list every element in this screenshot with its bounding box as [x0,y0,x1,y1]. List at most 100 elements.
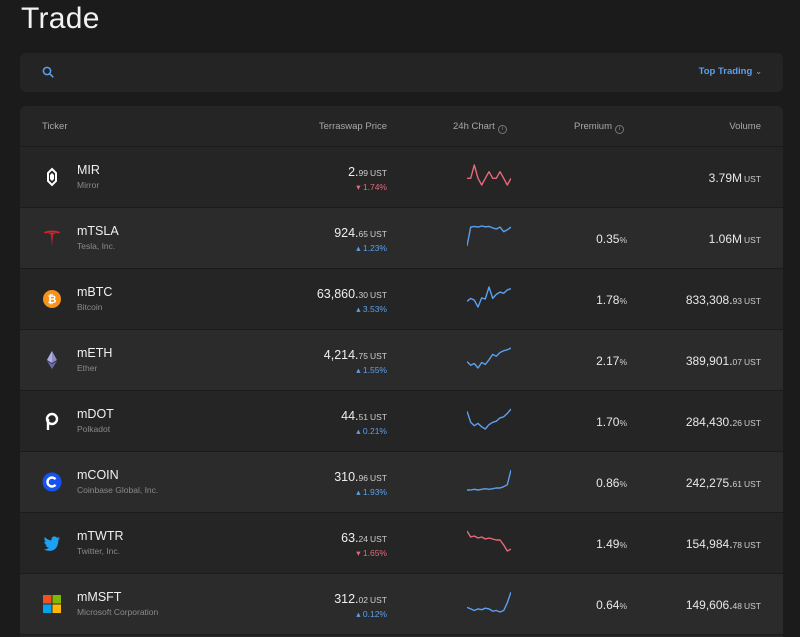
price-unit: UST [370,595,387,605]
sparkline-path [467,530,511,552]
table-row[interactable]: MIR Mirror 2.99 UST ▾ 1.74% 3.79M UST [20,147,783,208]
sparkline-path [467,286,511,308]
price-unit: UST [370,168,387,178]
price-unit: UST [370,351,387,361]
volume-dec: 93 [732,296,742,306]
volume-unit: UST [744,357,761,367]
price-int: 924. [334,226,359,240]
volume-unit: UST [744,174,761,184]
header-price[interactable]: Terraswap Price [318,121,387,132]
premium-int: 1.49 [596,537,620,551]
price-value: 924.65 UST [334,226,387,240]
tesla-icon [42,228,62,248]
sparkline-path [467,164,511,186]
ticker-name: Ether [77,363,98,373]
premium-pct: % [619,357,627,367]
info-icon[interactable]: i [497,125,507,134]
premium-value: 1.70% [596,415,627,429]
premium-value: 0.86% [596,476,627,490]
volume-int: 389,901. [685,354,733,368]
price-change: ▴ 0.21% [356,426,387,436]
table-row[interactable]: mCOIN Coinbase Global, Inc. 310.96 UST ▴ … [20,452,783,513]
sparkline-path [467,408,511,430]
header-ticker[interactable]: Ticker [42,121,68,132]
price-change: ▴ 3.53% [356,304,387,314]
table-row[interactable]: mETH Ether 4,214.75 UST ▴ 1.55% 2.17% 389… [20,330,783,391]
sort-dropdown-label: Top Trading [698,66,753,77]
ticker-symbol: mTSLA [77,224,119,238]
volume-dec: 78 [732,540,742,550]
header-premium[interactable]: Premium i [574,121,625,134]
price-change: ▾ 1.74% [356,182,387,192]
ticker-name: Microsoft Corporation [77,607,159,617]
search-bar[interactable]: Top Trading ⌄ [20,53,783,92]
chevron-down-icon: ⌄ [755,67,762,76]
price-dec: 96 [358,473,368,483]
table-row[interactable]: mDOT Polkadot 44.51 UST ▴ 0.21% 1.70% 284… [20,391,783,452]
sparkline-path [467,591,511,613]
bitcoin-icon: ₿ [42,289,62,309]
volume-dec: 61 [732,479,742,489]
premium-value: 0.35% [596,232,627,246]
sort-dropdown[interactable]: Top Trading ⌄ [699,66,762,77]
ticker-name: Twitter, Inc. [77,546,120,556]
sparkline-chart [467,530,511,552]
premium-int: 2.17 [596,354,620,368]
table-row[interactable]: mTWTR Twitter, Inc. 63.24 UST ▾ 1.65% 1.4… [20,513,783,574]
search-icon[interactable] [42,66,54,78]
header-volume[interactable]: Volume [729,121,761,132]
price-unit: UST [370,290,387,300]
volume-unit: UST [744,235,761,245]
mirror-icon [42,167,62,187]
premium-pct: % [619,601,627,611]
table-row[interactable]: ₿ mBTC Bitcoin 63,860.30 UST ▴ 3.53% 1.78… [20,269,783,330]
price-dec: 51 [358,412,368,422]
price-value: 44.51 UST [341,409,387,423]
volume-value: 833,308.93 UST [686,293,761,307]
price-value: 4,214.75 UST [324,348,387,362]
volume-int: 149,606. [685,598,733,612]
volume-int: 284,430. [685,415,733,429]
volume-value: 1.06M UST [709,232,761,246]
price-change: ▴ 1.23% [356,243,387,253]
table-row[interactable]: mMSFT Microsoft Corporation 312.02 UST ▴ … [20,574,783,635]
premium-pct: % [619,479,627,489]
price-int: 4,214. [323,348,359,362]
price-change: ▴ 0.12% [356,609,387,619]
volume-dec: 26 [732,418,742,428]
table-row[interactable]: mTSLA Tesla, Inc. 924.65 UST ▴ 1.23% 0.35… [20,208,783,269]
price-unit: UST [370,534,387,544]
volume-int: 242,275. [685,476,733,490]
table-header: Ticker Terraswap Price 24h Chart i Premiu… [20,106,783,147]
info-icon[interactable]: i [615,125,625,134]
ticker-name: Bitcoin [77,302,103,312]
volume-unit: UST [744,418,761,428]
price-int: 310. [334,470,359,484]
price-value: 2.99 UST [348,165,387,179]
premium-pct: % [619,540,627,550]
polkadot-icon [42,411,62,431]
volume-unit: UST [744,479,761,489]
microsoft-icon [42,594,62,614]
table-body: MIR Mirror 2.99 UST ▾ 1.74% 3.79M UST mTSL… [20,147,783,635]
volume-unit: UST [744,296,761,306]
premium-pct: % [619,418,627,428]
header-chart[interactable]: 24h Chart i [453,121,507,134]
twitter-icon [42,533,62,553]
premium-int: 1.78 [596,293,620,307]
price-int: 2. [348,165,359,179]
volume-int: 833,308. [685,293,733,307]
svg-text:₿: ₿ [48,293,57,306]
ticker-symbol: MIR [77,163,100,177]
premium-int: 1.70 [596,415,620,429]
price-value: 312.02 UST [334,592,387,606]
premium-value: 0.64% [596,598,627,612]
header-premium-label: Premium [574,121,613,132]
price-dec: 24 [358,534,368,544]
volume-value: 284,430.26 UST [686,415,761,429]
price-unit: UST [370,229,387,239]
premium-value: 2.17% [596,354,627,368]
sparkline-chart [467,591,511,613]
volume-unit: UST [744,601,761,611]
price-change: ▾ 1.65% [356,548,387,558]
